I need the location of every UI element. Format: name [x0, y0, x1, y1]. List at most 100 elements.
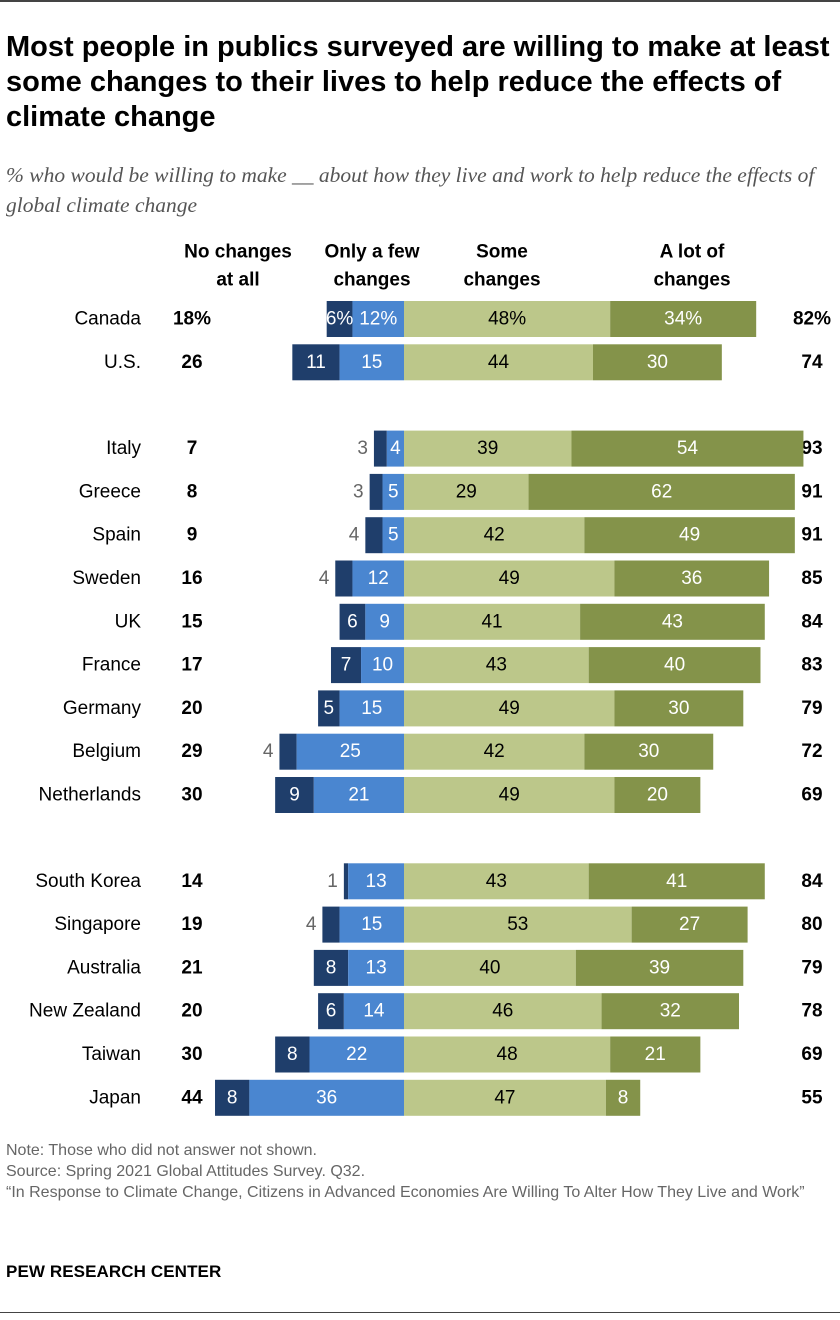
header-few-changes: Only a few	[324, 242, 419, 263]
bar-lot-changes	[631, 906, 748, 943]
country-label: New Zealand	[29, 1001, 141, 1022]
no-changes-value: 18%	[173, 309, 211, 330]
label-lot-segment: 54	[677, 438, 699, 459]
no-changes-value: 20	[181, 1001, 202, 1022]
bar-no-changes-dark	[335, 560, 353, 597]
total-value: 55	[801, 1087, 823, 1108]
label-some-segment: 43	[486, 871, 507, 892]
label-lot-segment: 62	[651, 481, 672, 502]
no-changes-value: 44	[181, 1087, 203, 1108]
bar-few-changes	[343, 993, 404, 1030]
label-few-segment: 22	[346, 1044, 367, 1065]
label-lot-segment: 20	[647, 785, 668, 806]
bar-some-changes	[404, 863, 589, 900]
label-few-segment: 14	[363, 1001, 385, 1022]
label-dark-segment: 4	[319, 568, 330, 589]
bar-few-changes	[348, 949, 404, 986]
total-value: 80	[801, 914, 822, 935]
label-dark-segment: 3	[353, 481, 364, 502]
bar-some-changes	[404, 473, 529, 510]
total-value: 85	[801, 568, 823, 589]
bar-no-changes-dark	[369, 473, 383, 510]
no-changes-value: 29	[181, 741, 202, 762]
top-rule	[0, 0, 840, 2]
bar-some-changes	[404, 603, 581, 640]
label-few-segment: 4	[390, 438, 401, 459]
label-dark-segment: 8	[287, 1044, 298, 1065]
bar-some-changes	[404, 1079, 606, 1116]
bar-some-changes	[404, 906, 632, 943]
note-text: Note: Those who did not answer not shown…	[6, 1142, 317, 1159]
label-some-segment: 48	[497, 1044, 518, 1065]
no-changes-value: 14	[181, 871, 203, 892]
label-few-segment: 10	[372, 655, 393, 676]
diverging-bar-chart: No changes at all Only a few changes Some cha…	[29, 242, 831, 1116]
bar-some-changes	[404, 777, 615, 813]
bar-lot-changes	[528, 473, 795, 510]
report-title-text: “In Response to Climate Change, Citizens…	[6, 1184, 805, 1201]
no-changes-value: 30	[181, 1044, 202, 1065]
bar-few-changes	[339, 690, 404, 727]
label-dark-segment: 6	[347, 611, 358, 632]
bar-few-changes	[348, 863, 404, 900]
bar-few-changes	[382, 517, 404, 554]
label-few-segment: 21	[348, 785, 369, 806]
label-lot-segment: 43	[662, 611, 683, 632]
bar-lot-changes	[575, 949, 744, 986]
source-text: Source: Spring 2021 Global Attitudes Sur…	[6, 1163, 366, 1180]
total-value: 84	[801, 871, 823, 892]
label-some-segment: 41	[481, 611, 502, 632]
no-changes-value: 30	[181, 785, 202, 806]
no-changes-value: 16	[181, 568, 202, 589]
label-lot-segment: 34%	[664, 309, 702, 330]
label-dark-segment: 4	[349, 525, 360, 546]
total-value: 74	[801, 352, 823, 373]
no-changes-value: 8	[187, 481, 198, 502]
total-value: 93	[801, 438, 822, 459]
label-lot-segment: 41	[666, 871, 687, 892]
label-few-segment: 13	[366, 871, 387, 892]
country-label: Greece	[79, 481, 141, 502]
label-lot-segment: 30	[668, 698, 689, 719]
bar-few-changes	[382, 473, 404, 510]
country-label: Italy	[106, 438, 141, 459]
bar-no-changes-dark	[215, 1079, 250, 1116]
bar-few-changes	[386, 430, 404, 467]
bar-lot-changes	[601, 993, 740, 1030]
bar-lot-changes	[588, 863, 765, 900]
country-label: Canada	[74, 309, 141, 330]
label-dark-segment: 7	[341, 655, 352, 676]
bar-no-changes-dark	[318, 993, 344, 1030]
bar-few-changes	[361, 647, 404, 684]
country-label: Taiwan	[82, 1044, 141, 1065]
total-value: 69	[801, 1044, 822, 1065]
total-value: 91	[801, 481, 823, 502]
label-lot-segment: 27	[679, 914, 700, 935]
bar-no-changes-dark	[318, 690, 340, 727]
label-dark-segment: 9	[289, 785, 300, 806]
total-value: 79	[801, 957, 822, 978]
header-no-changes: No changes	[184, 242, 292, 263]
bar-some-changes	[404, 301, 611, 337]
country-label: UK	[115, 611, 142, 632]
bar-lot-changes	[610, 1036, 701, 1073]
bar-lot-changes	[614, 560, 770, 597]
label-few-segment: 5	[388, 481, 399, 502]
pew-logo-text: PEW RESEARCH CENTER	[6, 1262, 222, 1281]
label-some-segment: 53	[507, 914, 528, 935]
label-some-segment: 47	[494, 1087, 515, 1108]
country-label: France	[82, 655, 141, 676]
label-few-segment: 13	[366, 957, 387, 978]
total-value: 82%	[793, 309, 831, 330]
label-few-segment: 15	[361, 914, 382, 935]
bar-no-changes-dark	[373, 430, 387, 467]
total-value: 79	[801, 698, 822, 719]
bar-some-changes	[404, 949, 576, 986]
label-few-segment: 12%	[359, 309, 397, 330]
bar-few-changes	[249, 1079, 404, 1116]
bar-lot-changes	[571, 430, 804, 467]
country-label: Sweden	[72, 568, 141, 589]
label-few-segment: 5	[388, 525, 399, 546]
label-lot-segment: 36	[681, 568, 702, 589]
no-changes-value: 26	[181, 352, 202, 373]
